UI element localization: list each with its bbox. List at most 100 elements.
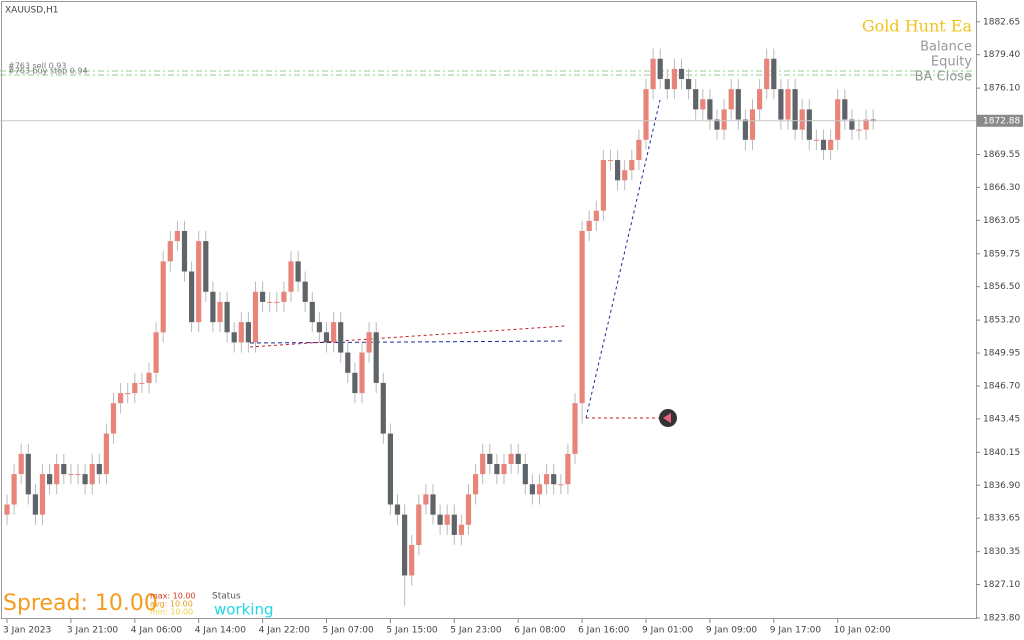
y-tick-label: 1849.95: [983, 349, 1020, 359]
candle-body: [686, 79, 692, 90]
candle-body: [430, 494, 436, 515]
candle-body: [842, 99, 848, 120]
candle-body: [501, 463, 507, 475]
candle-body: [217, 301, 223, 323]
panel-title: Gold Hunt Ea: [862, 17, 973, 36]
candle-body: [281, 291, 287, 302]
candle-body: [529, 484, 535, 495]
y-tick-label: 1866.30: [983, 183, 1020, 193]
candle-body: [579, 230, 585, 404]
candle-body: [856, 129, 862, 131]
candle-body: [671, 68, 677, 90]
y-tick-label: 1830.35: [983, 547, 1020, 557]
x-tick-label: 9 Jan 17:00: [770, 626, 822, 636]
candle-body: [508, 453, 514, 464]
candle-body: [771, 58, 777, 90]
candle-body: [238, 322, 244, 343]
x-tick-label: 5 Jan 15:00: [386, 626, 438, 636]
candle-body: [189, 271, 195, 323]
candle-body: [252, 291, 259, 343]
candle-body: [551, 474, 557, 485]
candle-body: [39, 474, 46, 515]
candle-body: [338, 322, 344, 353]
candle-body: [54, 463, 60, 485]
candle-body: [764, 58, 770, 90]
candle-body: [465, 494, 472, 525]
trade-link: [585, 99, 661, 419]
y-tick-label: 1843.45: [983, 414, 1020, 424]
candle-body: [657, 58, 663, 80]
x-tick-label: 10 Jan 02:00: [834, 626, 891, 636]
candle-body: [615, 160, 621, 181]
candle-body: [678, 68, 685, 80]
y-tick-label: 1876.10: [983, 84, 1020, 94]
candle-body: [643, 89, 649, 140]
y-tick-label: 1863.05: [983, 216, 1020, 226]
candles: [4, 48, 876, 606]
candle-body: [565, 453, 571, 485]
candle-body: [32, 494, 38, 515]
candle-body: [25, 453, 31, 495]
candle-body: [167, 241, 173, 262]
candle-body: [480, 453, 486, 475]
candle-body: [373, 332, 379, 383]
x-tick-label: 4 Jan 22:00: [259, 626, 311, 636]
spread-min: min: 10.00: [150, 608, 193, 617]
candle-body: [558, 484, 564, 486]
candle-body: [61, 463, 67, 475]
status: working: [214, 601, 274, 619]
candle-body: [828, 139, 834, 150]
spread: Spread: 10.00: [3, 591, 158, 616]
candle-body: [345, 352, 351, 373]
candle-body: [778, 89, 784, 120]
candle-body: [366, 332, 372, 353]
candle-body: [749, 109, 756, 140]
candle-body: [806, 109, 812, 140]
trade-link: [249, 325, 566, 348]
candle-body: [757, 89, 763, 110]
trade-lines: [0, 70, 975, 427]
candle-body: [309, 301, 315, 323]
candle-body: [742, 119, 748, 140]
candle-body: [735, 89, 741, 120]
candle-body: [125, 393, 131, 395]
candle-body: [380, 382, 386, 434]
candle-body: [813, 139, 819, 141]
candle-body: [146, 372, 152, 383]
y-tick-label: 1882.65: [983, 17, 1020, 27]
x-tick-label: 9 Jan 09:00: [706, 626, 758, 636]
candle-body: [267, 301, 273, 303]
candle-body: [103, 433, 109, 475]
candle-body: [494, 463, 500, 475]
candle-body: [607, 160, 614, 162]
y-tick-label: 1859.75: [983, 249, 1020, 259]
candle-body: [409, 545, 415, 576]
candle-body: [18, 453, 24, 475]
candle-body: [118, 393, 124, 404]
y-tick-label: 1827.10: [983, 580, 1020, 590]
y-tick-label: 1840.15: [983, 448, 1020, 458]
candle-body: [153, 332, 159, 373]
candle-body: [586, 220, 592, 231]
candle-body: [870, 119, 876, 121]
candle-body: [47, 474, 53, 485]
candle-body: [544, 474, 550, 485]
candle-body: [416, 504, 422, 546]
y-tick-label: 1856.50: [983, 282, 1020, 292]
candle-body: [203, 241, 209, 292]
trade-link: [249, 340, 566, 344]
y-tick-label: 1869.55: [983, 150, 1020, 160]
y-tick-label: 1823.80: [983, 613, 1020, 623]
candle-body: [664, 79, 670, 90]
candle-body: [650, 58, 656, 90]
candle-body: [536, 484, 543, 495]
candle-body: [160, 261, 166, 333]
candle-body: [458, 524, 464, 535]
candle-body: [721, 109, 727, 130]
candle-body: [331, 322, 337, 343]
candle-body: [522, 463, 528, 485]
candle-body: [181, 230, 188, 272]
plot-frame: [1, 1, 977, 619]
